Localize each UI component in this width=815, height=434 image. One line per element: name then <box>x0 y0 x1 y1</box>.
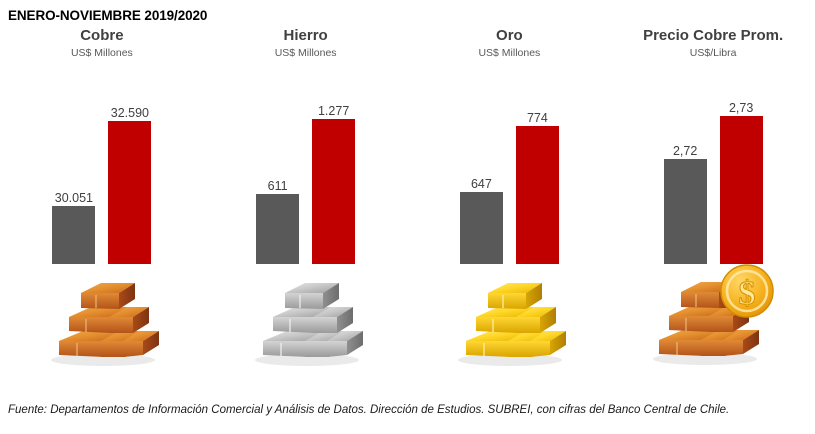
bar-curr-oro <box>515 126 559 264</box>
panel-subtitle-oro: US$ Millones <box>478 47 541 59</box>
panel-subtitle-precio-cobre: US$/Libra <box>689 47 737 59</box>
panel-cobre: Cobre US$ Millones 30.051 32.590 <box>0 26 204 376</box>
gold-bars-icon <box>458 283 567 366</box>
icon-slot-oro <box>408 269 612 369</box>
panel-title-oro: Oro <box>496 27 523 44</box>
bar-column-prev-precio-cobre: 2,72 <box>663 72 707 264</box>
bar-value-label-curr-precio-cobre: 2,73 <box>728 101 754 115</box>
panel-subtitle-cobre: US$ Millones <box>70 47 133 59</box>
bottom-divider <box>0 423 815 424</box>
bar-curr-hierro <box>312 119 356 264</box>
panel-header-cobre: Cobre US$ Millones <box>0 26 204 61</box>
panel-title-precio-cobre: Precio Cobre Prom. <box>643 27 784 44</box>
bar-group-oro: 647 774 <box>408 72 612 264</box>
bar-group-cobre: 30.051 32.590 <box>0 72 204 264</box>
plot-oro: 647 774 <box>408 72 612 264</box>
panel-oro: Oro US$ Millones 647 774 <box>408 26 612 376</box>
bar-group-precio-cobre: 2,72 2,73 <box>611 72 815 264</box>
panel-title-hierro: Hierro <box>283 27 328 44</box>
plot-hierro: 611 1.277 <box>204 72 408 264</box>
bar-group-hierro: 611 1.277 <box>204 72 408 264</box>
bar-value-label-curr-oro: 774 <box>526 111 548 125</box>
bar-value-label-prev-precio-cobre: 2,72 <box>672 144 698 158</box>
panel-hierro: Hierro US$ Millones 611 1.277 <box>204 26 408 376</box>
bar-curr-precio-cobre <box>719 116 763 264</box>
panel-header-oro: Oro US$ Millones <box>408 26 612 61</box>
source-note: Fuente: Departamentos de Información Com… <box>8 404 730 416</box>
chart-panels: Cobre US$ Millones 30.051 32.590 <box>0 26 815 376</box>
bar-column-curr-hierro: 1.277 <box>312 72 356 264</box>
bar-column-curr-oro: 774 <box>515 72 559 264</box>
svg-text:$: $ <box>739 275 756 312</box>
icon-slot-hierro <box>204 269 408 369</box>
bar-column-prev-cobre: 30.051 <box>52 72 96 264</box>
bar-value-label-curr-hierro: 1.277 <box>317 104 350 118</box>
bar-column-prev-oro: 647 <box>459 72 503 264</box>
bar-prev-oro <box>459 192 503 264</box>
copper-bars-coin-icon: $ <box>653 264 774 365</box>
bar-prev-cobre <box>52 206 96 264</box>
bar-column-curr-precio-cobre: 2,73 <box>719 72 763 264</box>
bar-prev-hierro <box>256 194 300 264</box>
copper-bars-icon <box>50 283 159 366</box>
bar-value-label-prev-oro: 647 <box>470 177 492 191</box>
panel-subtitle-hierro: US$ Millones <box>274 47 337 59</box>
plot-precio-cobre: 2,72 2,73 <box>611 72 815 264</box>
bar-value-label-curr-cobre: 32.590 <box>110 106 149 120</box>
bar-column-curr-cobre: 32.590 <box>108 72 152 264</box>
iron-bars-icon <box>254 283 363 366</box>
panel-header-hierro: Hierro US$ Millones <box>204 26 408 61</box>
bar-curr-cobre <box>108 121 152 264</box>
bar-value-label-prev-cobre: 30.051 <box>54 191 93 205</box>
panel-title-cobre: Cobre <box>80 27 124 44</box>
bar-prev-precio-cobre <box>663 159 707 264</box>
icon-slot-cobre <box>0 269 204 369</box>
icon-slot-precio-cobre: $ <box>611 261 815 365</box>
bar-value-label-prev-hierro: 611 <box>267 179 288 193</box>
plot-cobre: 30.051 32.590 <box>0 72 204 264</box>
page-title: ENERO-NOVIEMBRE 2019/2020 <box>8 8 208 23</box>
panel-precio-cobre: Precio Cobre Prom. US$/Libra 2,72 2,73 <box>611 26 815 376</box>
bar-column-prev-hierro: 611 <box>256 72 300 264</box>
panel-header-precio-cobre: Precio Cobre Prom. US$/Libra <box>611 26 815 61</box>
